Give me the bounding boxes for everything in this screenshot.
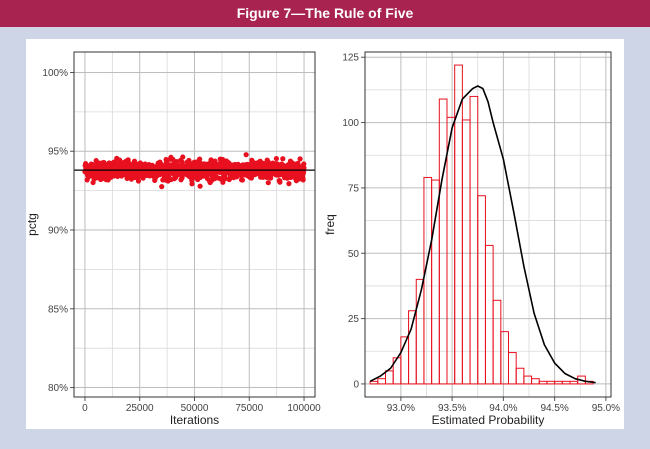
histogram-bar	[469, 95, 479, 385]
histogram-bar	[461, 119, 471, 385]
data-point	[135, 178, 142, 184]
data-point	[83, 160, 89, 167]
x-tick-label: 25000	[126, 403, 154, 414]
y-axis-title: pctg	[26, 213, 39, 236]
x-tick-label: 94.0%	[489, 403, 517, 414]
scatter-chart: 0 25000 50000 75000 100000 80% 85% 90% 95% 100% It…	[25, 51, 321, 427]
y-tick-label: 80%	[48, 383, 68, 394]
data-point	[297, 156, 303, 162]
y-tick-label: 25	[348, 314, 360, 325]
x-tick-label: 93.5%	[438, 403, 466, 414]
y-tick-label: 100%	[42, 68, 68, 79]
x-tick-label: 93.0%	[387, 403, 415, 414]
histogram-bar	[369, 380, 379, 385]
histogram-bar	[554, 380, 563, 385]
y-tick-label: 95%	[48, 147, 68, 158]
histogram-bar	[438, 98, 448, 385]
histogram-bar	[531, 378, 540, 385]
histogram-bar	[569, 380, 579, 385]
histogram-chart: 93.0% 93.5% 94.0% 94.5% 95.0% 0 25 50 75 100 125 Es…	[323, 51, 620, 427]
y-tick-label: 85%	[48, 304, 68, 315]
data-point	[117, 157, 123, 163]
x-tick-label: 50000	[181, 403, 209, 414]
histogram-bar	[508, 352, 517, 385]
histogram-bar	[500, 331, 509, 385]
x-tick-label: 94.5%	[540, 403, 568, 414]
data-point	[277, 179, 283, 185]
data-point	[300, 177, 306, 183]
x-tick-label: 100000	[287, 403, 321, 414]
histogram-bar	[523, 375, 533, 385]
y-tick-label: 50	[348, 249, 360, 260]
x-tick-label: 0	[82, 403, 88, 414]
data-point	[301, 165, 307, 171]
histogram-bar	[377, 378, 386, 385]
data-point	[212, 158, 218, 164]
y-tick-label: 125	[342, 53, 359, 64]
density-curve	[369, 85, 596, 384]
data-point	[189, 181, 195, 187]
histogram-bar	[385, 370, 394, 385]
x-tick-label: 95.0%	[592, 403, 620, 414]
histogram-bar	[515, 367, 525, 385]
data-point	[243, 152, 249, 158]
data-point	[180, 154, 186, 160]
data-point	[159, 184, 165, 190]
data-point	[265, 159, 271, 165]
y-tick-label: 0	[353, 379, 359, 390]
x-tick-label: 75000	[235, 403, 263, 414]
y-tick-label: 90%	[48, 226, 68, 237]
data-point	[197, 156, 203, 162]
histogram-bar	[423, 176, 433, 385]
histogram-bar	[484, 244, 494, 385]
histogram-bar	[492, 299, 502, 385]
histogram-bar	[538, 380, 548, 385]
chart-area: 0 25000 50000 75000 100000 80% 85% 90% 95% 100% It…	[25, 39, 624, 429]
y-tick-label: 75	[348, 183, 360, 194]
data-point	[286, 181, 292, 187]
histogram-bar	[561, 380, 571, 385]
data-point	[280, 156, 286, 162]
histogram-bar	[431, 179, 440, 385]
data-point	[179, 175, 185, 181]
data-point	[273, 155, 280, 162]
histogram-bar	[477, 195, 486, 385]
plot-border	[364, 51, 612, 398]
x-axis-title: Estimated Probability	[432, 413, 545, 427]
y-axis-title: freq	[323, 214, 337, 235]
histogram-bar	[446, 116, 456, 385]
data-point	[197, 183, 203, 189]
plot-border	[73, 51, 316, 398]
data-point	[301, 161, 307, 167]
y-tick-label: 100	[342, 118, 359, 129]
x-axis-title: Iterations	[170, 413, 219, 427]
charts-svg: 0 25000 50000 75000 100000 80% 85% 90% 95% 100% It…	[25, 51, 620, 427]
figure-title: Figure 7—The Rule of Five	[0, 0, 650, 27]
data-point	[222, 176, 228, 182]
data-point	[265, 180, 271, 186]
data-point	[239, 177, 246, 183]
histogram-bar	[454, 64, 463, 385]
histogram-bar	[546, 380, 556, 385]
